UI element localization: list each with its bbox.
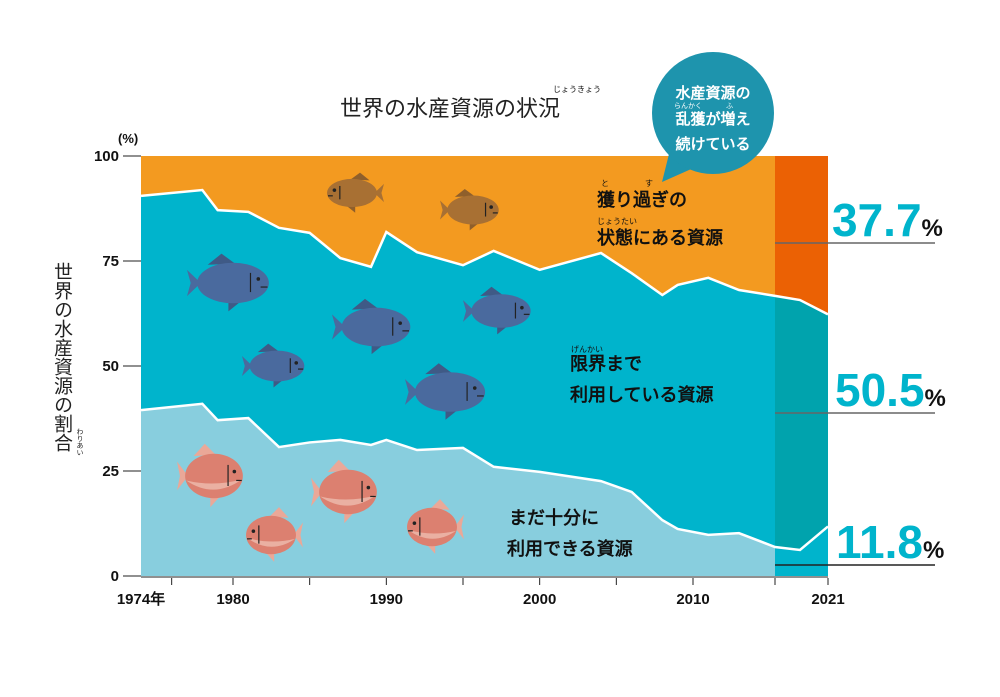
x-tick-label: 1990 xyxy=(370,591,403,608)
latest-value-maximal: 50.5 xyxy=(835,364,925,416)
y-unit: (%) xyxy=(118,131,138,146)
latest-under: 11.8% xyxy=(775,516,944,568)
fish-illustrations xyxy=(177,172,531,562)
boundary-lines xyxy=(140,188,829,552)
fish-icon-under xyxy=(246,507,303,562)
y-axis-label-ruby: わりあい xyxy=(76,428,84,456)
unit: % xyxy=(925,385,946,412)
unit: % xyxy=(922,215,943,242)
ruby-su: す xyxy=(645,179,653,188)
fish-icon-maximal xyxy=(242,343,305,388)
maximal-label-2: 利用している資源 xyxy=(570,384,713,406)
fish-icon-overfished xyxy=(327,172,384,213)
latest-value-overfished: 37.7 xyxy=(832,194,922,246)
y-tick-label: 25 xyxy=(102,463,119,480)
fish-icon-overfished xyxy=(440,188,499,231)
area-series-0 xyxy=(141,403,828,576)
callout-bubble: 水産資源の らんかく ふ 乱獲が増え 続けている xyxy=(652,52,774,182)
latest-overfished: 37.7% xyxy=(775,194,943,246)
x-tick-label: 2021 xyxy=(811,591,844,608)
y-axis-label: 世界の水産資源の割合 xyxy=(51,262,73,452)
unit: % xyxy=(923,537,944,564)
title-ruby: じょうきょう xyxy=(553,85,601,94)
fish-icon-maximal xyxy=(332,298,411,355)
overfished-label-2: 状態にある資源 xyxy=(597,227,723,249)
fish-icon-under xyxy=(311,459,377,524)
area-highlight-series-1 xyxy=(775,295,828,550)
area-highlight-series-2 xyxy=(775,156,828,315)
fish-icon-maximal xyxy=(463,286,531,335)
x-tick-label: 2010 xyxy=(676,591,709,608)
maximal-label-1: 限界まで xyxy=(570,354,642,375)
overfished-label-1: 獲り過ぎの xyxy=(597,189,687,211)
y-tick-label: 100 xyxy=(94,148,119,165)
area-series-1 xyxy=(141,190,828,550)
bubble-ruby-rankaku: らんかく xyxy=(674,102,702,110)
latest-maximal-text: 50.5% xyxy=(835,364,946,416)
bubble-line-2: 乱獲が増え xyxy=(675,110,750,128)
bubble-line-1: 水産資源の xyxy=(675,84,750,102)
ruby-to: と xyxy=(601,179,609,188)
latest-under-text: 11.8% xyxy=(836,516,944,568)
axes: 100 75 50 25 0 1974年 1980 1990 2000 2010 2021 xyxy=(94,148,845,608)
chart-title: 世界の水産資源の状況 xyxy=(340,97,560,122)
x-tick-label: 1980 xyxy=(216,591,249,608)
y-tick-label: 50 xyxy=(102,358,119,375)
fish-icon-under xyxy=(177,443,243,508)
area-layer xyxy=(141,156,828,576)
ruby-joutai: じょうたい xyxy=(597,217,637,226)
bubble-ruby-fu: ふ xyxy=(726,102,733,110)
under-label-2: 利用できる資源 xyxy=(507,538,633,560)
fish-icon-maximal xyxy=(187,253,269,312)
area-series-2 xyxy=(141,156,828,315)
under-label-1: まだ十分に xyxy=(509,507,599,529)
bubble-line-3: 続けている xyxy=(675,135,750,153)
latest-overfished-text: 37.7% xyxy=(832,194,943,246)
y-tick-label: 75 xyxy=(102,253,119,270)
x-tick-label: 2000 xyxy=(523,591,556,608)
latest-maximal: 50.5% xyxy=(775,364,946,416)
ruby-genkai: げんかい xyxy=(571,345,603,354)
y-tick-label: 0 xyxy=(111,568,119,585)
latest-value-under: 11.8 xyxy=(836,516,923,568)
boundary-line-0 xyxy=(140,402,829,552)
boundary-line-1 xyxy=(140,188,829,316)
fish-icon-maximal xyxy=(405,363,486,420)
x-tick-label: 1974年 xyxy=(117,590,165,608)
